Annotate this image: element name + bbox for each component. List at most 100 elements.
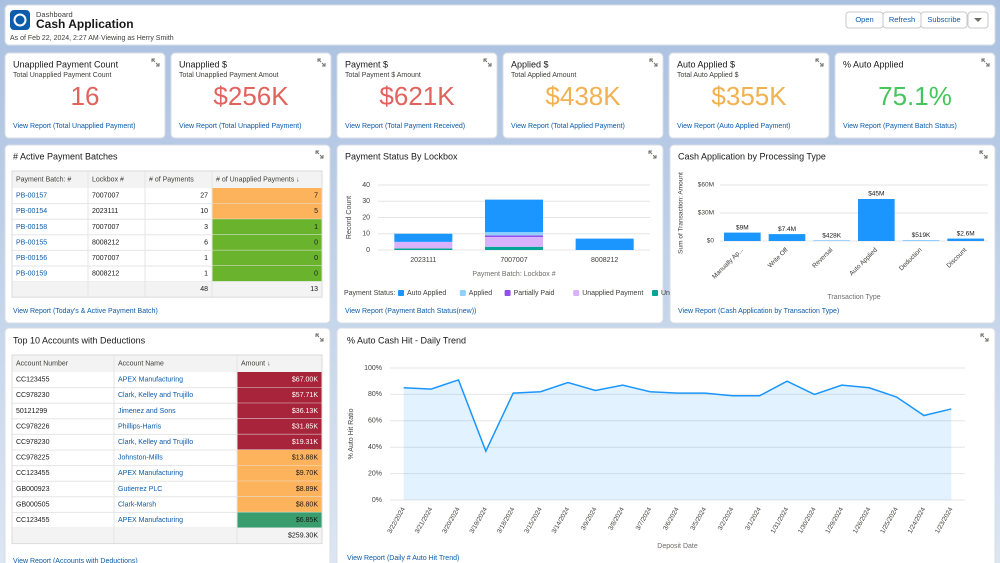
cell: 7007007: [92, 224, 119, 231]
row-link[interactable]: Gutierrez PLC: [118, 486, 162, 493]
data-label: $428K: [822, 232, 841, 239]
row-link[interactable]: Phillips-Harris: [118, 423, 162, 430]
y-tick-label: 20%: [368, 470, 382, 477]
highlight-cell: [212, 203, 322, 220]
expand-icon[interactable]: [980, 333, 989, 342]
legend-swatch: [459, 290, 466, 296]
cell: 2023111: [92, 208, 118, 215]
card: [336, 327, 996, 563]
highlight-cell: [237, 512, 322, 528]
cell: CC978226: [16, 423, 50, 430]
highlight-cell: [237, 434, 322, 450]
y-axis-label: Sum of Transaction: Amount: [678, 172, 685, 254]
app-icon: [10, 10, 30, 30]
highlight-cell: [237, 418, 322, 435]
view-report-link[interactable]: View Report (Daily # Auto Hit Trend): [347, 555, 459, 562]
view-report-link[interactable]: View Report (Today's & Active Payment Ba…: [13, 308, 158, 315]
view-report-link[interactable]: View Report (Total Applied Payment): [511, 123, 625, 130]
expand-icon[interactable]: [979, 150, 988, 159]
y-tick-label: 80%: [368, 391, 382, 398]
row-link[interactable]: PB-00159: [16, 271, 47, 278]
highlight-cell: [237, 372, 322, 388]
row-link[interactable]: Clark, Kelley and Trujillo: [118, 392, 193, 399]
view-report-link[interactable]: View Report (Payment Batch Status(new)): [345, 308, 476, 315]
header-subtitle: As of Feb 22, 2024, 2:27 AM·Viewing as H…: [10, 35, 174, 42]
kpi-subtitle: Total Unapplied Payment Count: [13, 72, 112, 79]
row-link[interactable]: PB-00156: [16, 255, 47, 262]
view-report-link[interactable]: View Report (Payment Batch Status): [843, 123, 957, 130]
view-report-link[interactable]: View Report (Auto Applied Payment): [677, 123, 791, 130]
column-header[interactable]: # of Unapplied Payments ↓: [216, 176, 300, 183]
y-tick-label: 10: [362, 231, 370, 238]
column-header[interactable]: # of Payments: [149, 176, 194, 183]
view-report-link[interactable]: View Report (Accounts with Deductions): [13, 558, 138, 563]
column-header[interactable]: Account Number: [16, 360, 69, 367]
highlight-cell: [237, 481, 322, 497]
column-header[interactable]: Account Name: [118, 360, 164, 367]
legend-label[interactable]: Unapplied Payment: [582, 290, 643, 297]
cell: 7007007: [92, 255, 119, 262]
card-title: Payment Status By Lockbox: [345, 151, 458, 161]
cell: 6: [204, 239, 208, 246]
header-button[interactable]: [920, 11, 968, 29]
card-title: Top 10 Accounts with Deductions: [13, 335, 146, 345]
card: [669, 144, 996, 324]
row-link[interactable]: APEX Manufacturing: [118, 517, 183, 524]
bar: [947, 238, 984, 241]
kpi-subtitle: Total Applied Amount: [511, 72, 576, 79]
view-report-link[interactable]: View Report (Total Unapplied Payment): [13, 123, 135, 130]
row-link[interactable]: PB-00157: [16, 193, 47, 200]
bar-segment: [484, 199, 544, 233]
y-tick-label: 100%: [364, 365, 382, 372]
area: [403, 379, 952, 500]
table-border: [11, 354, 323, 545]
row-link[interactable]: APEX Manufacturing: [118, 470, 183, 477]
legend-label[interactable]: Auto Applied: [407, 290, 446, 297]
y-tick-label: $30M: [698, 210, 714, 217]
view-report-link[interactable]: View Report (Total Payment Received): [345, 123, 465, 130]
card: [4, 4, 996, 46]
column-header[interactable]: Lockbox #: [92, 176, 124, 183]
expand-icon[interactable]: [483, 58, 492, 67]
expand-icon[interactable]: [151, 58, 160, 67]
card-title: Cash Application by Processing Type: [678, 151, 826, 161]
row-link[interactable]: APEX Manufacturing: [118, 377, 183, 384]
row-link[interactable]: PB-00158: [16, 224, 47, 231]
legend-label[interactable]: Partially Paid: [514, 290, 555, 297]
header-button-label[interactable]: Subscribe: [927, 15, 960, 24]
data-label: $2.6M: [957, 230, 975, 237]
view-report-link[interactable]: View Report (Total Unapplied Payment): [179, 123, 301, 130]
cell: 27: [200, 193, 208, 200]
row-link[interactable]: Johnston-Mills: [118, 455, 163, 462]
view-report-link[interactable]: View Report (Cash Application by Transac…: [678, 308, 839, 315]
legend-swatch: [504, 290, 511, 296]
cell: CC978230: [16, 392, 50, 399]
bar-segment: [484, 235, 544, 237]
expand-icon[interactable]: [981, 58, 990, 67]
row-link[interactable]: Clark-Marsh: [118, 501, 156, 508]
y-axis-label: % Auto Hit Ratio: [348, 408, 355, 459]
header-button-label[interactable]: Open: [855, 15, 873, 24]
row-link[interactable]: Clark, Kelley and Trujillo: [118, 439, 193, 446]
expand-icon[interactable]: [649, 58, 658, 67]
highlight-cell: [237, 496, 322, 513]
y-tick-label: 30: [362, 198, 370, 205]
row-link[interactable]: PB-00155: [16, 239, 47, 246]
row-link[interactable]: PB-00154: [16, 208, 47, 215]
header-button-label[interactable]: Refresh: [889, 15, 915, 24]
expand-icon[interactable]: [317, 58, 326, 67]
legend-label[interactable]: Applied: [469, 290, 492, 297]
expand-icon[interactable]: [315, 333, 324, 342]
cell: 8008212: [92, 239, 119, 246]
column-header[interactable]: Amount ↓: [241, 360, 271, 367]
expand-icon[interactable]: [648, 150, 657, 159]
data-label: $9M: [736, 224, 749, 231]
column-header[interactable]: Payment Batch: #: [16, 176, 71, 183]
expand-icon[interactable]: [315, 150, 324, 159]
row-link[interactable]: Jimenez and Sons: [118, 408, 176, 415]
cell: $57.71K: [292, 392, 318, 399]
x-tick-label: 2023111: [410, 257, 436, 264]
expand-icon[interactable]: [815, 58, 824, 67]
cell: $36.13K: [292, 408, 318, 415]
cell: $67.00K: [292, 377, 318, 384]
